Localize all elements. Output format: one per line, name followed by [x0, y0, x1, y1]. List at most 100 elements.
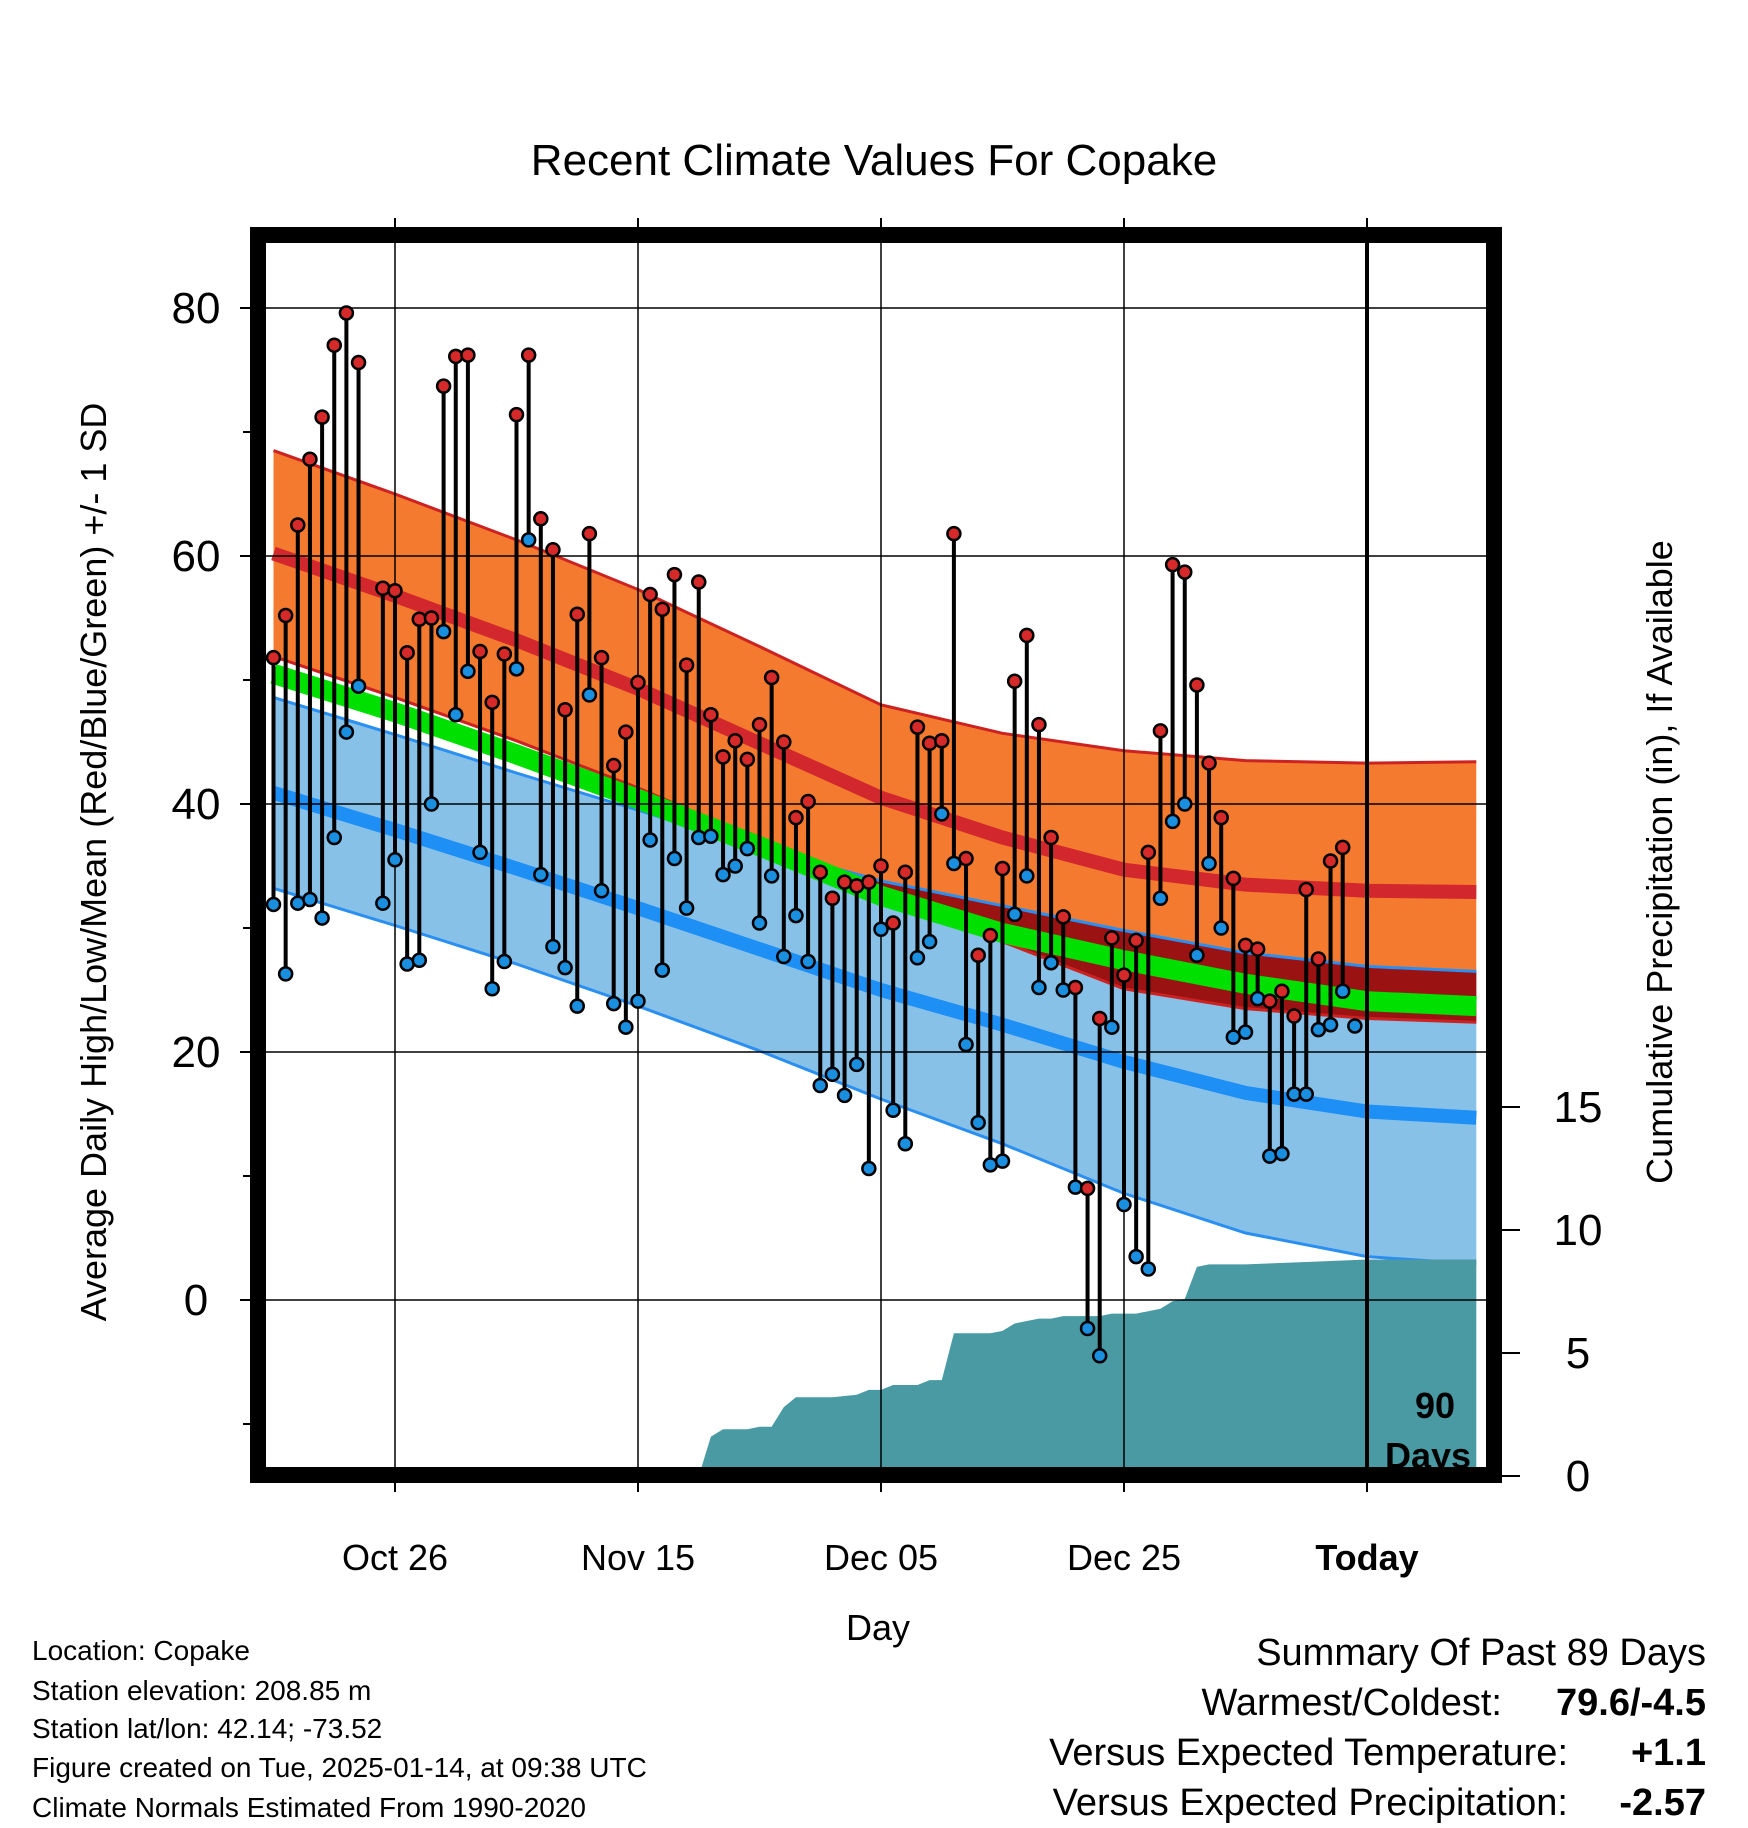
high-point — [508, 406, 525, 423]
low-point — [472, 844, 488, 861]
precipitation-area — [698, 1259, 1477, 1467]
low-point — [1177, 796, 1193, 812]
high-point — [1274, 983, 1290, 999]
summary-panel: Summary Of Past 89 Days Warmest/Coldest:… — [1049, 1632, 1706, 1824]
high-point — [739, 751, 756, 768]
high-point — [1079, 1180, 1096, 1197]
x-tick-label: Dec 25 — [1067, 1537, 1181, 1578]
high-point — [666, 566, 683, 583]
high-point — [314, 409, 330, 425]
low-point — [1347, 1018, 1363, 1034]
low-point — [1043, 954, 1059, 971]
high-point — [1043, 829, 1059, 846]
low-point — [557, 959, 573, 976]
low-point — [666, 850, 683, 867]
low-point — [387, 852, 403, 868]
high-point — [1262, 993, 1278, 1009]
high-point — [715, 749, 731, 765]
warmest-label: Warmest/Coldest: — [1201, 1682, 1502, 1724]
high-point — [605, 757, 622, 774]
low-point — [1298, 1086, 1314, 1102]
precip-label: Versus Expected Precipitation: — [1053, 1782, 1568, 1824]
low-point — [958, 1036, 974, 1053]
low-point — [1140, 1261, 1157, 1277]
low-point — [496, 953, 513, 970]
low-point — [533, 866, 549, 883]
high-point — [1091, 1010, 1108, 1027]
high-point — [618, 724, 634, 740]
high-point — [800, 793, 816, 810]
high-point — [873, 858, 889, 874]
low-point — [1201, 855, 1217, 872]
low-point — [266, 896, 282, 913]
high-point — [375, 580, 391, 596]
high-point — [557, 702, 573, 718]
low-point — [1091, 1348, 1108, 1364]
low-point — [970, 1114, 986, 1131]
low-point — [484, 981, 500, 997]
elevation-text: Station elevation: 208.85 m — [32, 1675, 371, 1706]
low-point — [934, 806, 950, 822]
y2-tick-label: 5 — [1566, 1329, 1590, 1378]
low-point — [921, 933, 938, 950]
high-point — [496, 646, 513, 662]
y2-tick-label: 15 — [1554, 1083, 1603, 1132]
high-point — [1310, 951, 1327, 967]
high-point — [1201, 755, 1217, 771]
high-point — [1006, 673, 1023, 689]
high-point — [1177, 564, 1193, 580]
high-point — [1128, 932, 1144, 949]
high-point — [338, 305, 355, 321]
high-point — [678, 657, 695, 673]
precip-area-fill — [698, 1259, 1477, 1467]
low-point — [1128, 1248, 1144, 1265]
high-point — [1055, 909, 1071, 925]
high-point — [921, 735, 938, 751]
low-point — [1079, 1320, 1096, 1337]
high-point — [970, 947, 986, 964]
low-point — [800, 953, 816, 970]
low-point — [375, 895, 391, 911]
high-point — [691, 574, 707, 590]
low-point — [545, 938, 561, 955]
y2-axis-title: Cumulative Precipitation (in), If Availa… — [1639, 540, 1680, 1184]
high-point — [423, 610, 440, 626]
high-point — [581, 525, 598, 542]
plot-border — [250, 227, 1502, 1483]
low-point — [1019, 868, 1035, 884]
low-point — [338, 724, 355, 740]
high-point — [1213, 809, 1229, 826]
high-point — [934, 733, 950, 749]
low-point — [836, 1087, 853, 1104]
high-point — [763, 669, 780, 686]
summary-heading: Summary Of Past 89 Days — [1256, 1632, 1706, 1674]
today-label-days-2: Days — [1385, 1435, 1471, 1476]
high-point — [290, 517, 306, 533]
low-point — [1262, 1148, 1278, 1164]
low-point — [630, 993, 646, 1009]
x-axis-title: Day — [846, 1607, 910, 1648]
temp-label: Versus Expected Temperature: — [1049, 1732, 1568, 1774]
high-point — [812, 864, 828, 880]
low-point — [1274, 1145, 1290, 1162]
low-point — [909, 950, 926, 966]
low-point — [520, 532, 537, 548]
high-point — [1116, 967, 1132, 983]
high-point — [399, 644, 415, 661]
low-point — [1031, 979, 1047, 996]
low-point — [824, 1066, 841, 1083]
high-point — [958, 850, 974, 867]
y-axis-title: Average Daily High/Low/Mean (Red/Blue/Gr… — [73, 403, 114, 1322]
normal-bands — [270, 449, 1477, 1266]
low-point — [1334, 983, 1351, 999]
high-point — [1164, 556, 1181, 573]
plot-area — [266, 243, 1486, 1467]
high-point — [727, 733, 743, 749]
high-point — [1189, 677, 1205, 693]
high-point — [435, 378, 452, 394]
high-point — [946, 525, 962, 542]
high-point — [824, 890, 841, 906]
daily-observations — [266, 243, 1369, 1467]
low-point — [277, 966, 294, 982]
low-point — [435, 623, 452, 640]
